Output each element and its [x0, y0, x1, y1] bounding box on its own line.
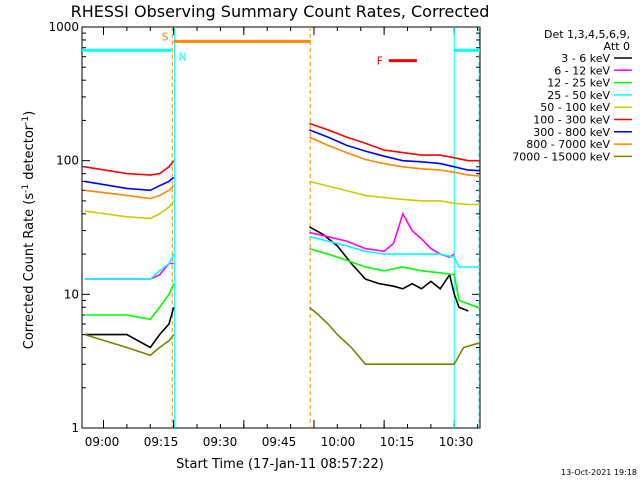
legend-entry-label: 50 - 100 keV [540, 101, 610, 114]
y-axis-label-sup1: -1 [21, 184, 31, 193]
legend-entry-label: 300 - 800 keV [533, 126, 610, 139]
x-axis-label: Start Time (17-Jan-11 08:57:22) [176, 457, 384, 472]
series-line [84, 253, 175, 280]
x-tick-label: 09:45 [262, 435, 297, 449]
y-axis-label-mid: detector [22, 124, 37, 184]
legend-entry-label: 12 - 25 keV [547, 77, 610, 90]
y-tick-label: 1 [71, 421, 79, 435]
legend-header: Att 0 [604, 40, 630, 53]
series-line [309, 180, 480, 206]
series-line [308, 136, 480, 177]
series-line [84, 262, 174, 280]
n-label: N [178, 51, 186, 64]
plot-frame [81, 26, 481, 429]
legend-entry-label: 800 - 7000 keV [526, 138, 610, 151]
y-axis-label: Corrected Count Rate (s-1 detector-1) [21, 111, 37, 349]
y-tick-label: 100 [56, 154, 79, 168]
y-axis-label-sup2: -1 [21, 116, 31, 125]
timestamp: 13-Oct-2021 19:18 [561, 468, 637, 477]
legend-entry-label: 25 - 50 keV [547, 89, 610, 102]
series-line [84, 185, 175, 200]
legend-entry-label: 7000 - 15000 keV [512, 150, 610, 163]
data-group [82, 27, 480, 428]
series-line [309, 247, 480, 309]
series-line [84, 283, 175, 321]
flare-bar-label: F [377, 55, 383, 68]
series-line [84, 200, 175, 220]
plot-area: 1 10 100 1000 09:00 09:15 09:30 09:45 10:00 10:15… [48, 20, 481, 449]
x-tick-label: 09:30 [203, 435, 238, 449]
legend-entry-label: 6 - 12 keV [554, 64, 610, 77]
legend-entry-label: 3 - 6 keV [561, 52, 610, 65]
x-tick-label: 09:15 [144, 435, 179, 449]
y-tick-label: 1000 [48, 20, 79, 34]
night-bar-label: S [162, 30, 169, 43]
legend-entry-label: 100 - 300 keV [533, 114, 610, 127]
x-tick-label: 10:00 [321, 435, 356, 449]
series-line [308, 226, 469, 312]
y-axis-label-end: ) [22, 111, 37, 116]
series-line [309, 122, 480, 162]
x-tick-label: 10:15 [380, 435, 415, 449]
y-tick-label: 10 [64, 287, 79, 301]
series-line [309, 129, 480, 172]
legend-header: Det 1,3,4,5,6,9, [544, 28, 630, 41]
series-line [309, 211, 455, 258]
chart-title: RHESSI Observing Summary Count Rates, Co… [71, 2, 490, 21]
x-tick-label: 10:30 [439, 435, 474, 449]
series-line [84, 333, 175, 357]
series-line [84, 160, 175, 176]
series-line [308, 306, 480, 365]
x-tick-label: 09:00 [85, 435, 120, 449]
series-line [84, 307, 175, 349]
series-line [84, 176, 175, 192]
y-axis-label-main: Corrected Count Rate (s [22, 193, 37, 350]
series-line [309, 235, 480, 268]
